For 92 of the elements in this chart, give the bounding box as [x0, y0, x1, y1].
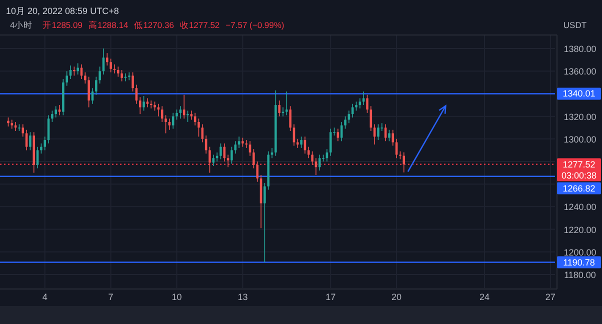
y-tick-label: 1320.00 — [564, 112, 596, 122]
candlestick — [58, 104, 61, 116]
candlestick — [164, 114, 167, 134]
candlestick — [256, 161, 258, 182]
candlestick — [7, 117, 10, 127]
candlestick — [176, 109, 178, 120]
candlestick — [220, 143, 222, 160]
candlestick — [311, 150, 314, 166]
candlestick — [66, 70, 68, 86]
candlestick — [76, 62, 79, 75]
ref-line-label: 1340.01 — [562, 88, 596, 99]
candlestick — [10, 119, 14, 130]
text: 开1285.09 — [42, 20, 83, 30]
y-tick-label: 1380.00 — [564, 44, 596, 54]
candlestick — [208, 146, 211, 174]
candlestick — [154, 101, 156, 112]
candlestick — [308, 146, 310, 159]
y-tick-label: 1200.00 — [564, 247, 596, 258]
candlestick — [238, 136, 240, 148]
candlestick — [358, 98, 362, 109]
x-tick-label: 13 — [238, 292, 248, 302]
candlestick — [22, 124, 24, 138]
candlestick — [106, 52, 108, 66]
y-tick-label: 1300.00 — [564, 134, 596, 144]
text: 低1270.36 — [134, 20, 174, 30]
candlestick — [142, 96, 145, 112]
candlestick — [384, 124, 387, 142]
candlestick — [292, 124, 296, 146]
candlestick — [300, 136, 302, 148]
y-tick-label: 1240.00 — [564, 202, 596, 212]
candlestick — [40, 143, 42, 154]
candlestick — [117, 66, 120, 78]
y-axis-title: USDT — [563, 20, 587, 30]
candlestick — [223, 143, 226, 162]
ref-line-label: 1266.82 — [562, 183, 596, 194]
candlestick — [226, 154, 230, 168]
x-tick-label: 4 — [42, 292, 48, 302]
candlestick — [110, 58, 112, 73]
candlestick — [190, 110, 193, 120]
candlestick — [234, 140, 237, 154]
x-tick-label: 17 — [326, 292, 336, 302]
candlestick — [120, 70, 123, 82]
candlestick — [388, 129, 390, 142]
candlestick — [128, 72, 130, 81]
candlestick — [329, 128, 332, 156]
candlestick — [179, 106, 182, 119]
ref-line-label: 1190.78 — [563, 257, 595, 268]
candlestick — [318, 154, 321, 171]
candlestick — [88, 76, 90, 108]
candlestick — [44, 136, 46, 151]
text: −7.57 (−0.99%) — [226, 20, 284, 30]
candlestick — [132, 72, 134, 92]
candlestick — [242, 137, 244, 148]
candlestick — [252, 148, 255, 169]
candlestick — [54, 106, 57, 118]
candlestick — [36, 146, 39, 169]
candlestick — [73, 66, 76, 76]
chart-subtitle: 10月 20, 2022 08:59 UTC+8 — [6, 6, 119, 16]
candlestick — [138, 96, 142, 114]
candlestick — [198, 118, 200, 138]
candlestick — [286, 91, 288, 116]
chart-title: 4小时 — [10, 20, 33, 30]
candlestick — [296, 138, 299, 148]
candlestick — [146, 98, 149, 108]
candlestick — [98, 66, 101, 84]
candlestick — [366, 94, 368, 114]
candlestick — [278, 100, 280, 117]
candlestick — [377, 124, 380, 140]
x-tick-label: 20 — [392, 292, 402, 302]
x-tick-label: 7 — [108, 292, 114, 302]
candlestick — [29, 132, 32, 151]
candlestick — [230, 146, 233, 164]
candlestick — [355, 101, 358, 112]
candlestick — [336, 128, 340, 142]
candlestick — [289, 106, 292, 132]
candlestick — [245, 140, 248, 148]
x-tick-label: 10 — [172, 292, 182, 302]
ref-line-label: 1277.52 03:00:38 — [561, 159, 597, 180]
y-tick-label: 1180.00 — [564, 270, 596, 280]
candlestick — [264, 182, 266, 263]
y-tick-label: 1360.00 — [564, 66, 596, 77]
x-tick-label: 27 — [545, 292, 556, 302]
candlestick — [168, 118, 171, 130]
candlestick — [51, 110, 54, 122]
text: 高1288.14 — [88, 20, 128, 30]
x-tick-label: 24 — [479, 292, 490, 302]
text: 收1277.52 — [180, 20, 220, 30]
candlestick — [95, 76, 98, 96]
candlestick — [84, 72, 86, 84]
candlestick — [344, 116, 346, 130]
candlestick — [186, 110, 189, 122]
y-tick-label: 1220.00 — [564, 224, 596, 235]
